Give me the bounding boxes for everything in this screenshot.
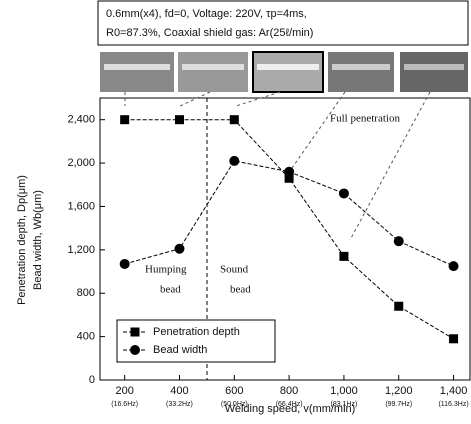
marker: [284, 167, 294, 177]
header-line: R0=87.3%, Coaxial shield gas: Ar(25ℓ/min…: [106, 27, 313, 39]
x-tick-sublabel: (16.6Hz): [111, 401, 138, 408]
x-tick-label: 1,400: [440, 385, 468, 397]
marker: [394, 236, 404, 246]
y-tick-label: 2,000: [67, 157, 95, 169]
annotation: bead: [160, 284, 181, 296]
legend-label: Bead width: [153, 344, 207, 356]
y-tick-label: 400: [77, 331, 95, 343]
x-tick-sublabel: (116.3Hz): [438, 401, 468, 408]
marker: [229, 156, 239, 166]
x-tick-sublabel: (33.2Hz): [166, 401, 193, 408]
x-tick-label: 1,200: [385, 385, 413, 397]
annotation: Full penetration: [330, 113, 400, 125]
annotation: Sound: [220, 264, 249, 276]
marker: [174, 244, 184, 254]
x-tick-sublabel: (83.1Hz): [331, 401, 358, 408]
y-tick-label: 1,200: [67, 244, 95, 256]
x-tick-sublabel: (99.7Hz): [385, 401, 412, 408]
chart: 0.6mm(x4), fd=0, Voltage: 220V, τp=4ms, …: [0, 0, 471, 419]
marker: [339, 188, 349, 198]
x-tick-label: 800: [280, 385, 298, 397]
marker: [339, 252, 348, 261]
y-tick-label: 1,600: [67, 200, 95, 212]
y-tick-label: 800: [77, 287, 95, 299]
y-tick-label: 2,400: [67, 114, 95, 126]
x-tick-sublabel: (50.0Hz): [221, 401, 248, 408]
marker: [120, 259, 130, 269]
y-axis-title: Bead width, Wb(μm): [32, 190, 44, 290]
marker: [175, 115, 184, 124]
marker: [449, 261, 459, 271]
x-tick-label: 400: [170, 385, 188, 397]
legend-label: Penetration depth: [153, 326, 240, 338]
y-tick-label: 0: [89, 374, 95, 386]
legend-marker: [130, 345, 140, 355]
thumbnails: [100, 52, 468, 92]
series-line: [125, 120, 454, 339]
header-line: 0.6mm(x4), fd=0, Voltage: 220V, τp=4ms,: [106, 8, 307, 20]
x-tick-label: 600: [225, 385, 243, 397]
x-tick-label: 200: [115, 385, 133, 397]
y-axis-title: Penetration depth, Dp(μm): [16, 175, 28, 305]
legend-marker: [131, 328, 140, 337]
annotation: Humping: [145, 264, 187, 276]
marker: [230, 115, 239, 124]
marker: [120, 115, 129, 124]
x-tick-sublabel: (66.4Hz): [276, 401, 303, 408]
marker: [394, 302, 403, 311]
marker: [449, 334, 458, 343]
x-tick-label: 1,000: [330, 385, 358, 397]
annotation: bead: [230, 284, 251, 296]
